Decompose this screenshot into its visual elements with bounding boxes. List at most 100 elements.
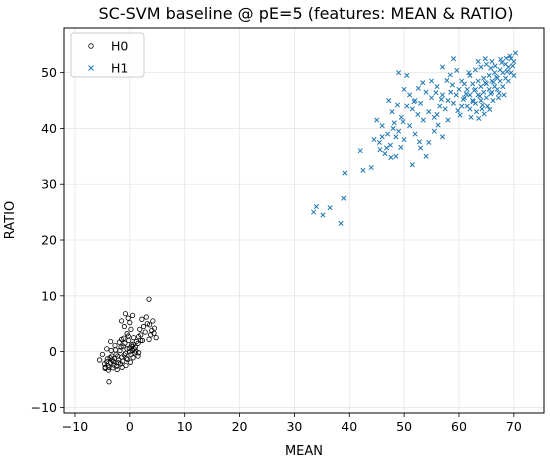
data-point-h1 <box>497 78 503 84</box>
data-point-h0 <box>135 353 141 359</box>
legend-marker-h0 <box>88 43 94 49</box>
data-point-h1 <box>444 77 450 84</box>
data-point-h1 <box>415 85 421 91</box>
data-point-h1 <box>490 79 497 85</box>
data-point-h0 <box>139 337 146 344</box>
data-point-h1 <box>483 95 489 101</box>
data-point-h1 <box>481 75 487 81</box>
data-point-h1 <box>471 87 477 94</box>
data-point-h1 <box>449 82 455 88</box>
x-tick-label: −10 <box>62 419 88 434</box>
y-tick-label: 30 <box>41 177 57 192</box>
data-point-h1 <box>445 97 451 104</box>
data-point-h0 <box>142 329 148 335</box>
data-point-h1 <box>389 109 395 115</box>
data-point-h0 <box>125 315 131 321</box>
data-point-h1 <box>488 65 494 71</box>
data-point-h1 <box>456 86 462 92</box>
data-point-h0 <box>114 366 120 373</box>
data-point-h0 <box>127 320 133 326</box>
data-point-h1 <box>453 92 459 98</box>
data-point-h1 <box>404 103 410 109</box>
data-point-h1 <box>481 89 487 95</box>
data-point-h1 <box>511 58 517 65</box>
y-tick-label: 40 <box>41 121 57 136</box>
data-point-h1 <box>439 92 446 98</box>
data-point-h1 <box>454 67 460 73</box>
data-point-h1 <box>468 114 474 120</box>
x-tick-label: 10 <box>177 419 193 434</box>
data-point-h1 <box>450 56 457 62</box>
data-point-h1 <box>342 170 348 176</box>
data-point-h1 <box>431 128 437 134</box>
data-point-h1 <box>434 84 440 90</box>
data-point-h1 <box>466 70 472 76</box>
data-point-h1 <box>501 92 507 98</box>
y-tick-label: 20 <box>41 233 57 248</box>
data-point-h1 <box>492 70 498 76</box>
data-point-h1 <box>499 60 505 66</box>
data-point-h1 <box>442 106 448 112</box>
plot-frame <box>63 27 545 414</box>
data-point-h1 <box>396 128 402 134</box>
data-point-h1 <box>387 142 393 148</box>
data-point-h0 <box>146 322 153 328</box>
legend-marker-h1 <box>88 65 94 71</box>
data-point-h1 <box>484 103 491 109</box>
data-point-h1 <box>357 148 363 154</box>
data-point-h1 <box>437 103 443 109</box>
data-point-h0 <box>151 330 157 336</box>
data-point-h0 <box>105 367 112 373</box>
data-point-h1 <box>393 134 399 140</box>
data-point-h0 <box>127 349 133 355</box>
data-point-h1 <box>478 97 484 104</box>
x-tick-label: 20 <box>232 419 248 434</box>
data-point-h0 <box>128 326 134 332</box>
data-point-h1 <box>426 139 432 145</box>
data-point-h1 <box>409 106 415 112</box>
data-point-h1 <box>338 220 344 226</box>
data-point-h1 <box>494 86 500 92</box>
data-point-h1 <box>493 74 499 80</box>
data-point-h0 <box>122 311 129 317</box>
data-point-h0 <box>143 314 149 320</box>
data-point-h1 <box>478 64 484 70</box>
data-point-h0 <box>101 361 108 367</box>
data-point-h0 <box>118 344 124 350</box>
data-point-h1 <box>388 154 394 161</box>
data-point-h0 <box>124 346 130 352</box>
data-point-h0 <box>123 355 130 361</box>
data-point-h1 <box>467 72 473 78</box>
x-tick-label: 60 <box>451 419 467 434</box>
data-point-h1 <box>492 63 498 69</box>
data-point-h0 <box>119 336 125 342</box>
axis-ticks: −10 0 10 20 30 40 50 60 70 −10 0 10 20 30 40 50 <box>31 65 522 434</box>
data-point-h1 <box>478 84 484 90</box>
data-point-h1 <box>448 89 454 95</box>
x-axis-label: MEAN <box>285 444 323 459</box>
data-point-h0 <box>132 350 138 356</box>
data-point-h1 <box>486 72 492 78</box>
data-point-h0 <box>122 340 128 346</box>
data-point-h0 <box>112 342 118 349</box>
data-point-h1 <box>498 56 504 62</box>
data-point-h0 <box>131 335 137 341</box>
data-point-h1 <box>480 102 486 108</box>
x-tick-label: 30 <box>286 419 302 434</box>
data-point-h1 <box>382 150 388 157</box>
x-tick-label: 40 <box>341 419 357 434</box>
data-point-h1 <box>467 106 473 112</box>
data-point-h0 <box>140 323 147 330</box>
data-point-h1 <box>503 55 509 61</box>
data-point-h1 <box>511 72 517 78</box>
data-point-h1 <box>512 50 519 56</box>
x-tick-label: 0 <box>126 419 134 434</box>
data-point-h0 <box>126 337 132 344</box>
data-point-h1 <box>423 89 429 95</box>
data-point-h0 <box>123 362 129 369</box>
data-point-h1 <box>445 117 451 123</box>
legend: H0 H1 <box>70 32 145 78</box>
data-point-h1 <box>420 117 426 123</box>
data-point-h1 <box>374 117 380 123</box>
data-point-h1 <box>488 91 494 97</box>
